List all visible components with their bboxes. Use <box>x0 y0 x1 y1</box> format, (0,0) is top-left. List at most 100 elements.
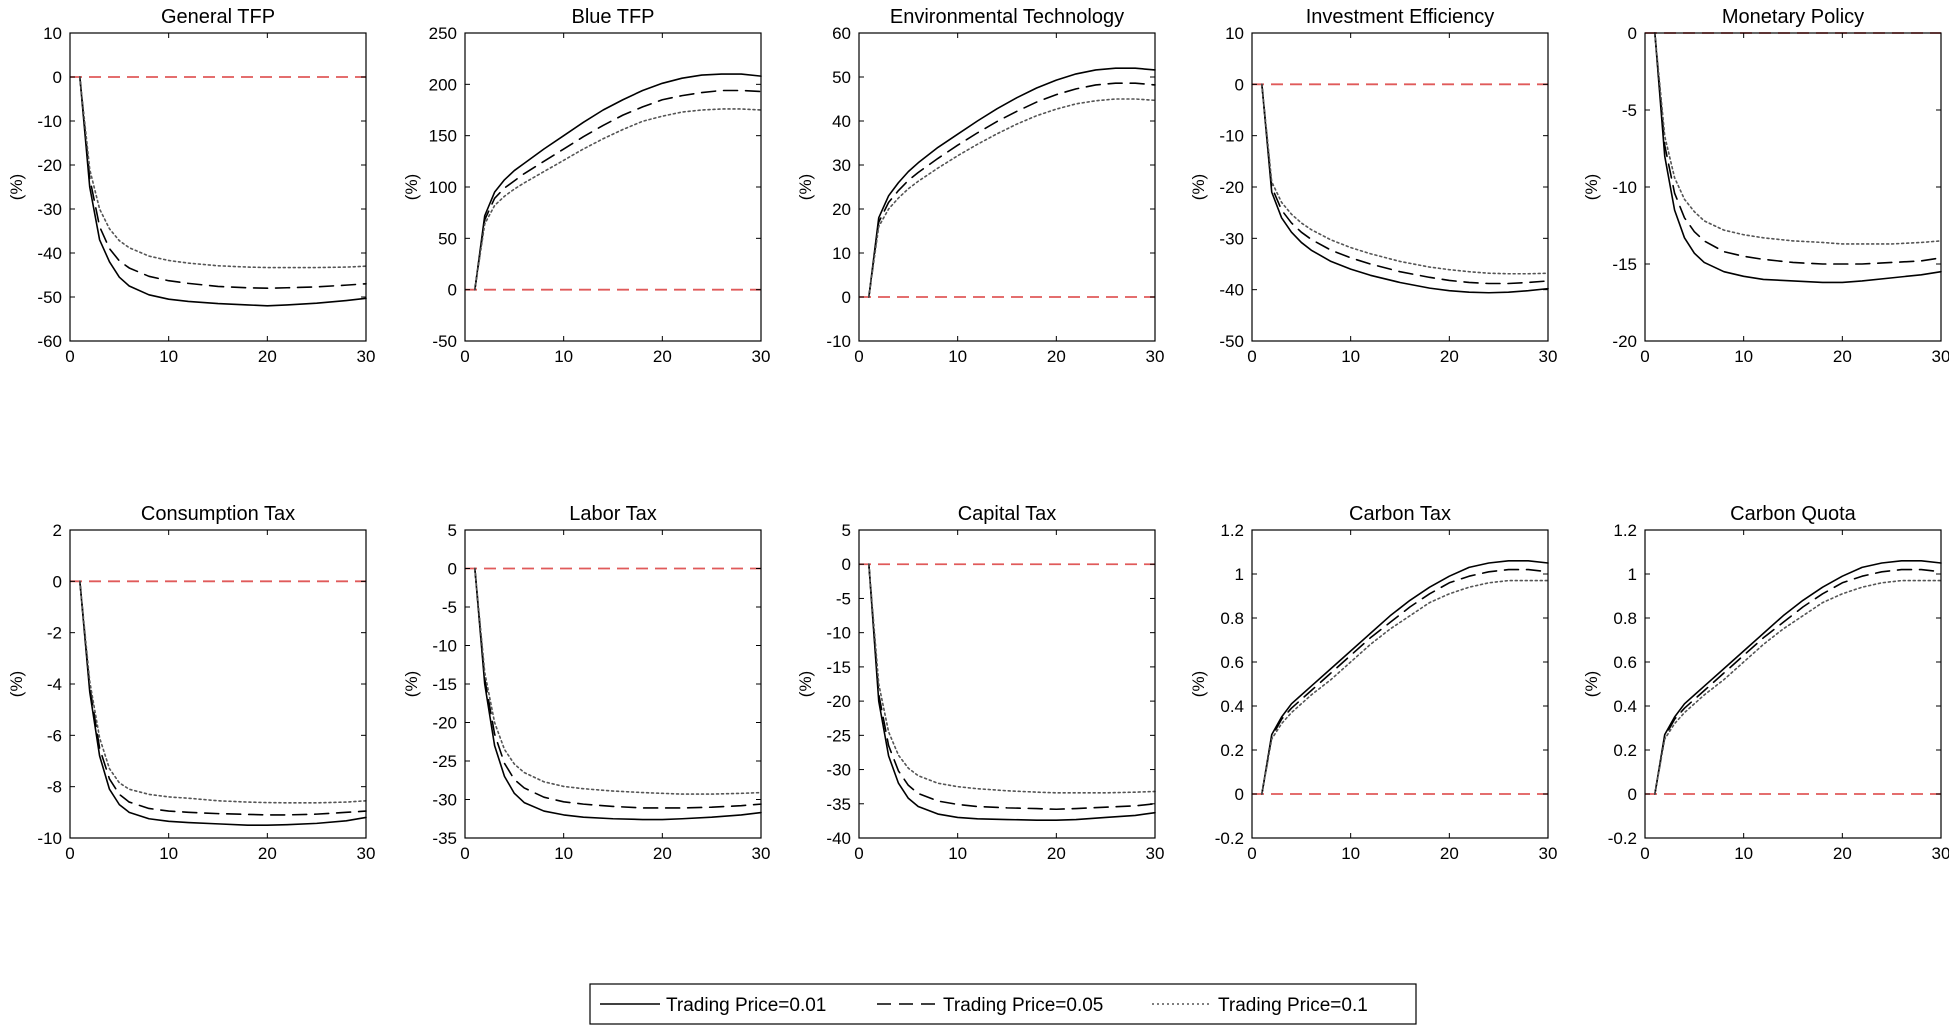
y-axis-label: (%) <box>1582 671 1601 697</box>
series-line-dashed <box>1261 83 1549 285</box>
panel-title: Environmental Technology <box>890 6 1124 28</box>
series-line-dotted <box>1261 83 1549 275</box>
x-tick-label: 30 <box>1539 844 1558 863</box>
y-tick-label: 0.6 <box>1613 653 1637 672</box>
y-tick-label: -20 <box>826 692 851 711</box>
y-tick-label: -20 <box>1612 332 1637 351</box>
x-tick-label: 0 <box>65 347 74 366</box>
x-tick-label: 0 <box>65 844 74 863</box>
x-tick-label: 30 <box>357 844 376 863</box>
y-tick-label: 100 <box>429 178 457 197</box>
y-tick-label: -2 <box>47 624 62 643</box>
y-axis-label: (%) <box>7 671 26 697</box>
y-tick-label: -35 <box>432 829 457 848</box>
series-line-dashed <box>79 76 367 290</box>
axes-frame <box>1251 529 1549 839</box>
y-axis-label: (%) <box>796 671 815 697</box>
y-tick-label: 0.8 <box>1220 609 1244 628</box>
x-tick-label: 20 <box>258 844 277 863</box>
y-tick-label: -40 <box>1219 281 1244 300</box>
y-tick-label: 0 <box>1235 75 1244 94</box>
series-line-dashed <box>868 82 1156 298</box>
x-tick-label: 20 <box>653 844 672 863</box>
panel-4: 0 10 20 30 -50 -40 -30 -20 -10 0 10 Investment Effi… <box>1189 6 1557 366</box>
series-line-solid <box>474 567 762 821</box>
axes-frame <box>69 32 367 342</box>
panel-6: 0 10 20 30 -10 -8 -6 -4 -2 0 2 Consumption Tax (%) <box>7 503 375 863</box>
y-tick-label: -30 <box>1219 229 1244 248</box>
y-tick-label: -5 <box>1622 101 1637 120</box>
y-tick-label: -0.2 <box>1608 829 1637 848</box>
x-tick-label: 30 <box>1932 347 1949 366</box>
y-tick-label: 10 <box>832 244 851 263</box>
y-tick-label: 150 <box>429 127 457 146</box>
x-tick-label: 20 <box>653 347 672 366</box>
y-tick-label: 0 <box>842 288 851 307</box>
y-tick-label: -25 <box>826 726 851 745</box>
y-tick-label: 1.2 <box>1613 521 1637 540</box>
y-tick-label: -40 <box>37 244 62 263</box>
y-tick-label: -50 <box>1219 332 1244 351</box>
x-tick-label: 20 <box>1047 347 1066 366</box>
y-tick-label: 0 <box>53 572 62 591</box>
x-tick-label: 0 <box>1640 844 1649 863</box>
panel-title: Investment Efficiency <box>1306 6 1495 28</box>
x-tick-label: 30 <box>1932 844 1949 863</box>
y-tick-label: 50 <box>438 229 457 248</box>
series-line-dotted <box>474 567 762 795</box>
y-axis-label: (%) <box>7 174 26 200</box>
y-tick-label: -10 <box>826 332 851 351</box>
panel-title: Carbon Tax <box>1349 503 1451 525</box>
panel-title: Consumption Tax <box>141 503 295 525</box>
y-tick-label: 0.4 <box>1220 697 1244 716</box>
legend: Trading Price=0.01 Trading Price=0.05 Tr… <box>589 983 1417 1025</box>
legend-label-dotted: Trading Price=0.1 <box>1218 995 1368 1016</box>
y-tick-label: 5 <box>448 521 457 540</box>
axes-frame <box>1644 529 1942 839</box>
x-tick-label: 20 <box>258 347 277 366</box>
series-line-dashed <box>474 89 762 291</box>
y-tick-label: 50 <box>832 68 851 87</box>
y-tick-label: 0.2 <box>1220 741 1244 760</box>
panel-title: Carbon Quota <box>1730 503 1857 525</box>
y-tick-label: -10 <box>37 112 62 131</box>
y-tick-label: -10 <box>826 624 851 643</box>
axes-frame <box>858 529 1156 839</box>
y-axis-label: (%) <box>1189 671 1208 697</box>
y-tick-label: 1 <box>1235 565 1244 584</box>
y-axis-label: (%) <box>1582 174 1601 200</box>
y-tick-label: -40 <box>826 829 851 848</box>
y-tick-label: 0 <box>1628 24 1637 43</box>
y-tick-label: 5 <box>842 521 851 540</box>
y-tick-label: -60 <box>37 332 62 351</box>
x-tick-label: 20 <box>1047 844 1066 863</box>
y-axis-label: (%) <box>796 174 815 200</box>
series-line-solid <box>868 563 1156 822</box>
series-line-solid <box>868 67 1156 298</box>
x-tick-label: 20 <box>1440 347 1459 366</box>
y-tick-label: 60 <box>832 24 851 43</box>
x-tick-label: 30 <box>1146 347 1165 366</box>
y-tick-label: 1.2 <box>1220 521 1244 540</box>
series-line-dashed <box>474 567 762 809</box>
legend-label-dashed: Trading Price=0.05 <box>943 995 1103 1016</box>
y-tick-label: -15 <box>826 658 851 677</box>
y-tick-label: 250 <box>429 24 457 43</box>
y-tick-label: -25 <box>432 752 457 771</box>
legend-box <box>589 983 1417 1025</box>
series-line-solid <box>1654 559 1942 795</box>
y-tick-label: -10 <box>432 637 457 656</box>
y-tick-label: -8 <box>47 778 62 797</box>
axes-frame <box>464 32 762 342</box>
y-axis-label: (%) <box>402 174 421 200</box>
series-line-solid <box>1261 559 1549 795</box>
y-tick-label: 0 <box>448 560 457 579</box>
x-tick-label: 30 <box>752 347 771 366</box>
x-tick-label: 30 <box>1146 844 1165 863</box>
series-line-solid <box>79 580 367 826</box>
x-tick-label: 20 <box>1440 844 1459 863</box>
y-tick-label: -10 <box>1612 178 1637 197</box>
y-tick-label: 40 <box>832 112 851 131</box>
